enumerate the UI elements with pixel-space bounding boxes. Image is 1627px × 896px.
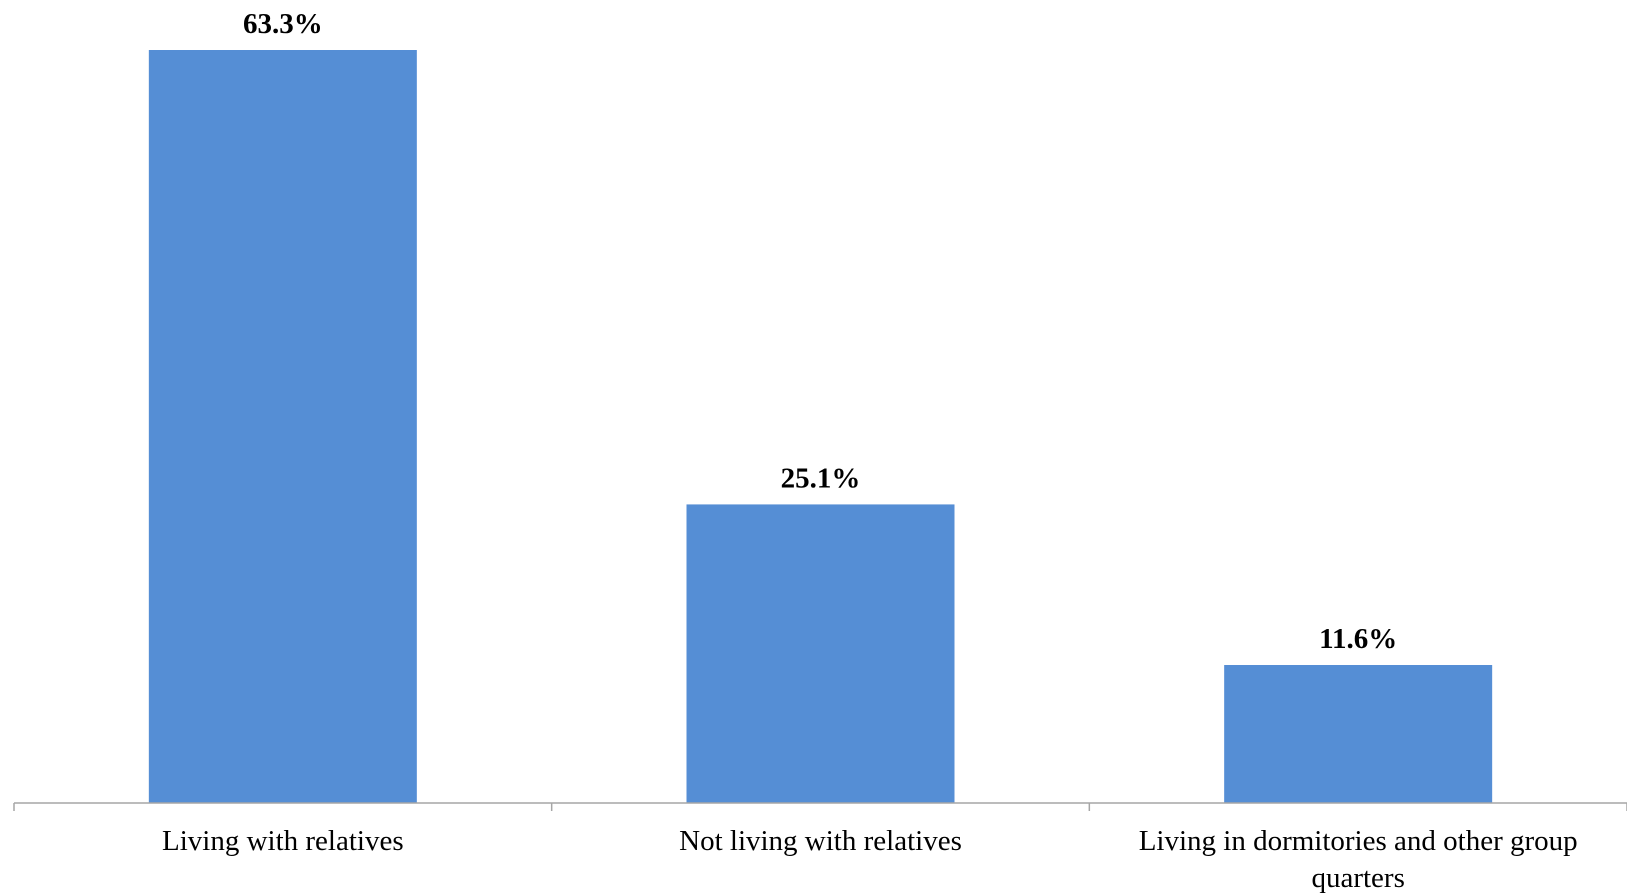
bars-group <box>149 50 1492 803</box>
category-label: Living with relatives <box>162 825 404 857</box>
bar <box>687 504 955 803</box>
x-axis-ticks <box>14 803 1627 811</box>
data-label: 11.6% <box>1319 623 1397 655</box>
bar <box>149 50 417 803</box>
bar <box>1224 665 1492 803</box>
category-label: Not living with relatives <box>679 825 962 857</box>
category-label: Living in dormitories and other group qua… <box>1139 825 1578 894</box>
data-label: 25.1% <box>781 462 861 494</box>
data-label: 63.3% <box>243 8 323 40</box>
category-labels-group: Living with relatives Not living with rel… <box>162 825 1578 894</box>
